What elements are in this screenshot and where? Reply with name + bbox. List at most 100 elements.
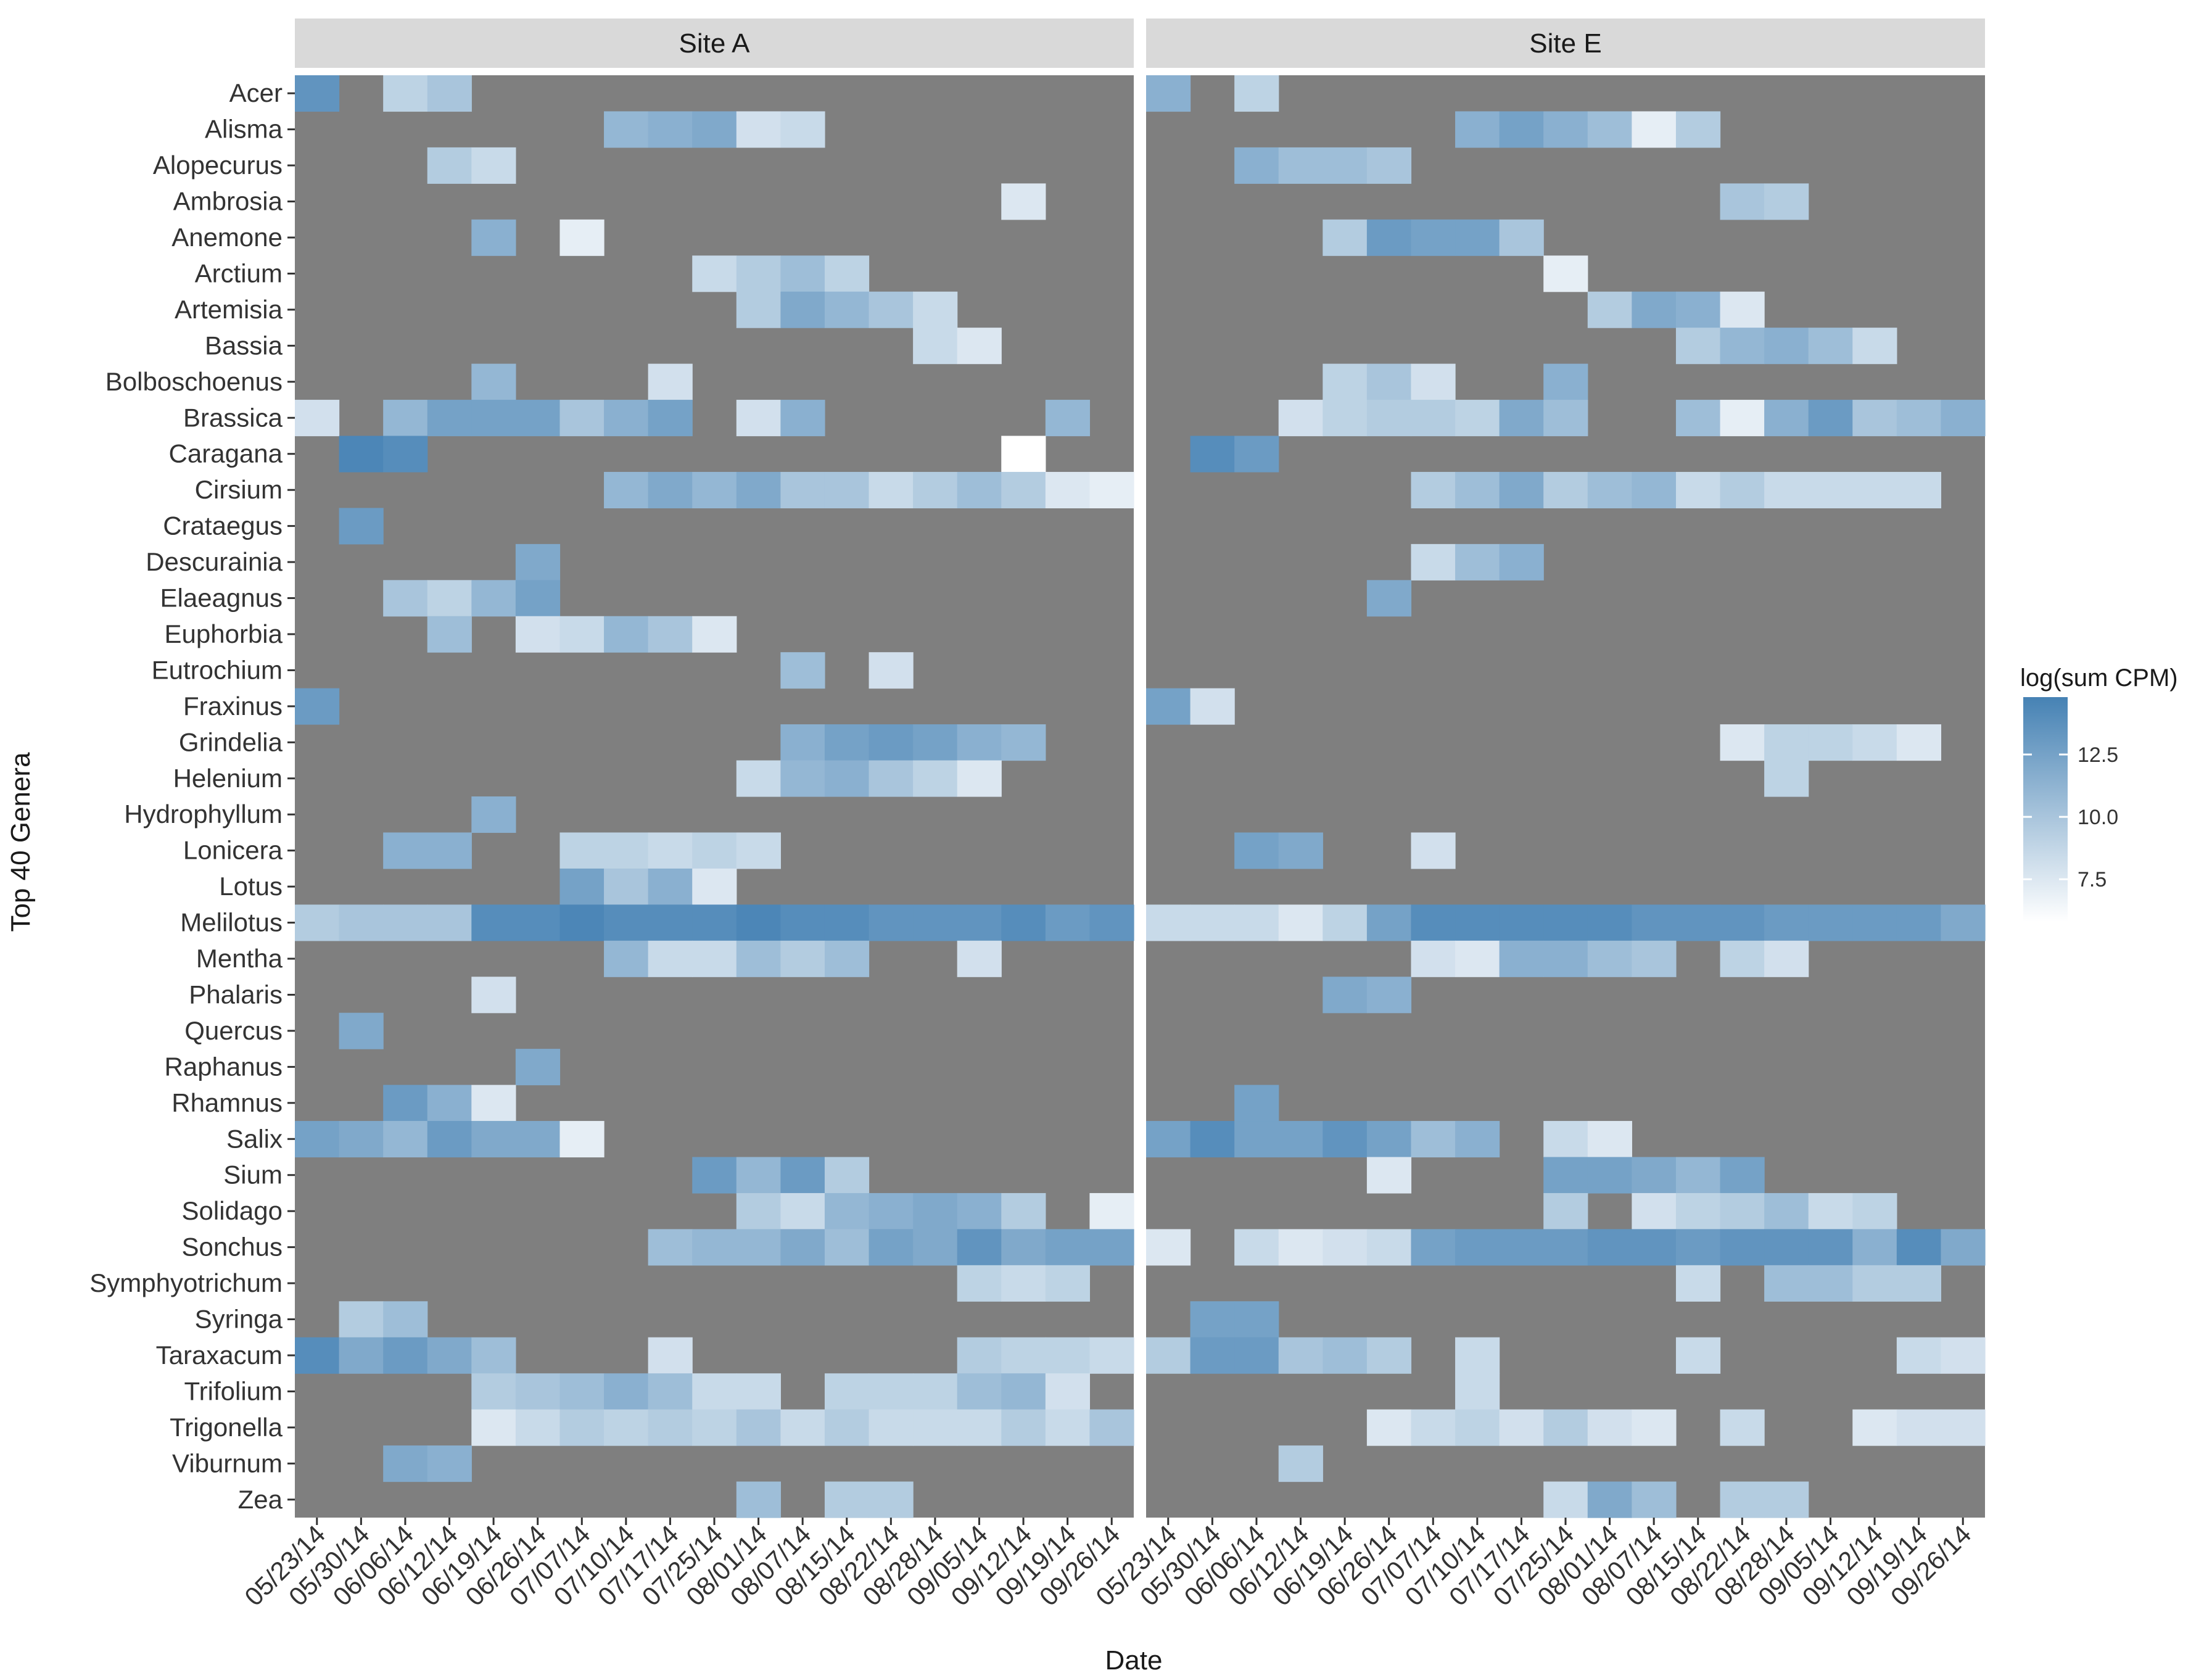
heatmap-cell <box>1941 400 1986 437</box>
heatmap-cell <box>780 111 825 148</box>
heatmap-cell <box>1045 471 1091 508</box>
y-tick-label: Fraxinus <box>183 692 283 721</box>
heatmap-cell <box>1001 1229 1046 1266</box>
heatmap-cell <box>1001 436 1046 473</box>
heatmap-cell <box>1764 471 1809 508</box>
heatmap-cell <box>1234 1337 1279 1374</box>
heatmap-cell <box>648 940 693 977</box>
x-axis-title: Date <box>1105 1645 1163 1676</box>
heatmap-cell <box>427 1445 472 1482</box>
heatmap-cell <box>1720 904 1765 941</box>
heatmap-cell <box>736 471 781 508</box>
heatmap-cell <box>1190 1121 1235 1158</box>
heatmap-cell <box>780 1192 825 1230</box>
heatmap-cell <box>427 75 472 112</box>
heatmap-cell <box>1587 111 1632 148</box>
legend-tick-label: 7.5 <box>2078 868 2107 891</box>
heatmap-cell <box>957 1192 1002 1230</box>
heatmap-cell <box>339 904 384 941</box>
heatmap-cell <box>692 255 737 292</box>
y-tick-label: Taraxacum <box>156 1341 283 1370</box>
heatmap-cell <box>1543 471 1588 508</box>
heatmap-cell <box>1190 436 1235 473</box>
heatmap-cell <box>1323 219 1368 256</box>
legend-title: log(sum CPM) <box>2020 664 2178 692</box>
heatmap-cell <box>1543 111 1588 148</box>
heatmap-cell <box>1587 1157 1632 1194</box>
heatmap-cell <box>1808 1229 1853 1266</box>
heatmap-cell <box>1499 219 1544 256</box>
heatmap-cell <box>1455 904 1500 941</box>
heatmap-cell <box>1896 1337 1942 1374</box>
heatmap-cell <box>1366 904 1412 941</box>
heatmap-cell <box>1543 363 1588 400</box>
y-tick-label: Zea <box>238 1485 283 1514</box>
heatmap-cell <box>339 1012 384 1049</box>
heatmap-cell <box>1499 471 1544 508</box>
heatmap-cell <box>957 471 1002 508</box>
heatmap-cell <box>1675 1192 1721 1230</box>
heatmap-cell <box>1323 400 1368 437</box>
heatmap-cell <box>1146 1121 1191 1158</box>
y-tick-label: Descurainia <box>146 547 283 576</box>
heatmap-cell <box>1455 940 1500 977</box>
heatmap-cell <box>471 1337 516 1374</box>
heatmap-cell <box>1499 1229 1544 1266</box>
heatmap-cell <box>824 1192 870 1230</box>
y-tick-label: Brassica <box>183 403 283 432</box>
heatmap-cell <box>1278 1121 1323 1158</box>
heatmap-cell <box>1587 1409 1632 1446</box>
heatmap-cell <box>780 760 825 797</box>
heatmap-cell <box>471 1121 516 1158</box>
heatmap-cell <box>1323 1337 1368 1374</box>
heatmap-cell <box>1543 904 1588 941</box>
y-tick-label: Syringa <box>195 1305 283 1334</box>
heatmap-cell <box>1896 1409 1942 1446</box>
heatmap-cell <box>1001 1373 1046 1410</box>
heatmap-cell <box>780 291 825 328</box>
heatmap-cell <box>1808 471 1853 508</box>
panel-1: Site E <box>1146 19 1986 1518</box>
heatmap-cell <box>1089 1409 1134 1446</box>
heatmap-cell <box>1632 1192 1677 1230</box>
heatmap-cell <box>1455 1229 1500 1266</box>
y-tick-label: Rhamnus <box>171 1088 283 1117</box>
heatmap-cell <box>1675 328 1721 365</box>
heatmap-cell <box>780 400 825 437</box>
heatmap-cell <box>559 832 605 869</box>
heatmap-cell <box>957 328 1002 365</box>
heatmap-cell <box>1632 291 1677 328</box>
heatmap-cell <box>824 1229 870 1266</box>
heatmap-cell <box>559 904 605 941</box>
heatmap-cell <box>1499 543 1544 581</box>
heatmap-cell <box>1720 400 1765 437</box>
heatmap-cell <box>648 1337 693 1374</box>
heatmap-cell <box>1411 363 1456 400</box>
heatmap-cell <box>1146 1337 1191 1374</box>
heatmap-cell <box>1045 1229 1091 1266</box>
heatmap-cell <box>1001 1265 1046 1302</box>
heatmap-cell <box>604 904 649 941</box>
heatmap-cell <box>471 147 516 184</box>
heatmap-cell <box>1632 471 1677 508</box>
heatmap-cell <box>1001 724 1046 761</box>
heatmap-cell <box>692 940 737 977</box>
y-tick-label: Crataegus <box>163 511 283 540</box>
heatmap-cell <box>1896 1265 1942 1302</box>
heatmap-cell <box>780 652 825 689</box>
heatmap-cell <box>1543 1157 1588 1194</box>
heatmap-cell <box>1587 1481 1632 1518</box>
facet-panels: Site A Site E <box>295 19 1986 1518</box>
heatmap-cell <box>869 760 914 797</box>
facet-strip <box>295 19 1134 68</box>
heatmap-cell <box>869 471 914 508</box>
heatmap-cell <box>648 471 693 508</box>
heatmap-cell <box>1234 147 1279 184</box>
heatmap-cell <box>1764 940 1809 977</box>
heatmap-cell <box>1234 1301 1279 1338</box>
heatmap-cell <box>780 1229 825 1266</box>
heatmap-cell <box>295 1121 340 1158</box>
heatmap-cell <box>1455 1373 1500 1410</box>
heatmap-cell <box>1045 904 1091 941</box>
y-tick-label: Alisma <box>205 115 283 144</box>
